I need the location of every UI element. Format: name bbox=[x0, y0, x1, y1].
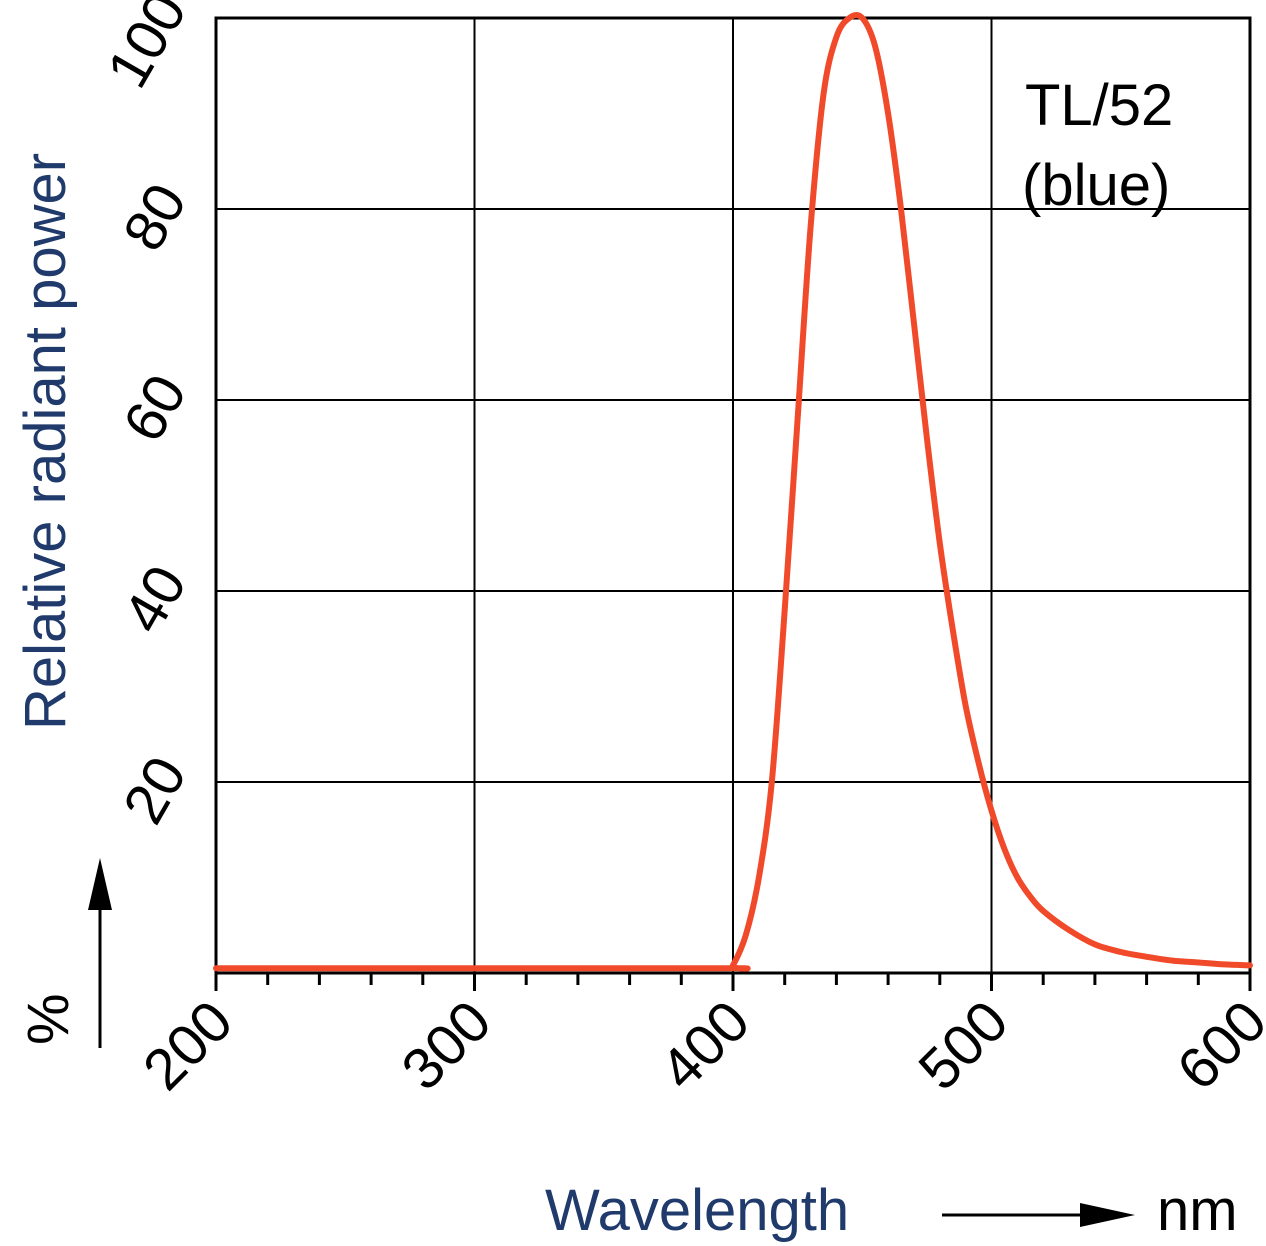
x-tick-label: 200 bbox=[131, 988, 245, 1102]
x-tick-labels: 200 300 400 500 600 bbox=[131, 988, 1266, 1102]
y-tick-label: 20 bbox=[111, 746, 200, 834]
annotation-line-2: (blue) bbox=[1022, 153, 1170, 218]
annotation-line-1: TL/52 bbox=[1025, 73, 1173, 138]
y-axis-unit: % bbox=[16, 993, 81, 1045]
x-tick-label: 600 bbox=[1165, 988, 1266, 1102]
x-tick-label: 500 bbox=[906, 988, 1020, 1102]
spectral-power-curve bbox=[213, 12, 1253, 972]
y-tick-label: 60 bbox=[111, 364, 200, 452]
x-tick-label: 300 bbox=[389, 988, 503, 1102]
x-tick-label: 400 bbox=[648, 988, 762, 1102]
plot-frame bbox=[214, 16, 1252, 975]
y-axis-arrow bbox=[88, 858, 112, 1048]
x-axis-title: Wavelength bbox=[545, 1178, 849, 1243]
y-tick-labels: 20 40 60 80 100 bbox=[95, 0, 200, 834]
y-tick-label: 40 bbox=[111, 555, 200, 643]
y-tick-label: 80 bbox=[111, 173, 200, 261]
y-tick-label: 100 bbox=[95, 0, 200, 98]
y-axis-title: Relative radiant power bbox=[13, 153, 78, 730]
x-minor-ticks bbox=[214, 973, 1252, 991]
x-axis-unit: nm bbox=[1157, 1178, 1238, 1243]
x-axis-arrow bbox=[942, 1203, 1135, 1227]
grid bbox=[216, 18, 1250, 973]
